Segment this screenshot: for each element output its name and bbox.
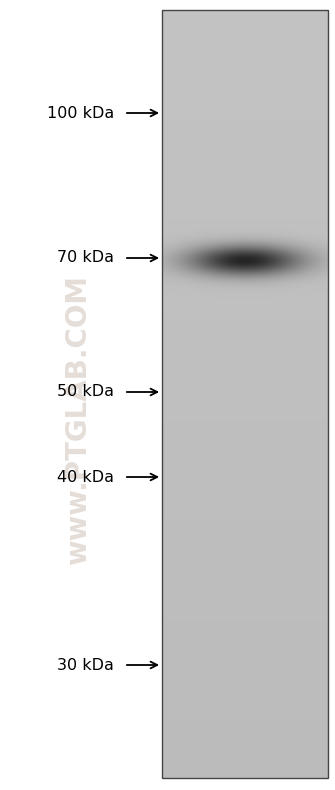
Text: 40 kDa: 40 kDa [57, 469, 114, 484]
Text: 30 kDa: 30 kDa [57, 657, 114, 672]
Bar [162, 10, 328, 778]
Text: 70 kDa: 70 kDa [57, 250, 114, 265]
Text: 50 kDa: 50 kDa [57, 385, 114, 400]
Text: 100 kDa: 100 kDa [47, 106, 114, 121]
Text: www.PTGLAB.COM: www.PTGLAB.COM [64, 275, 92, 565]
